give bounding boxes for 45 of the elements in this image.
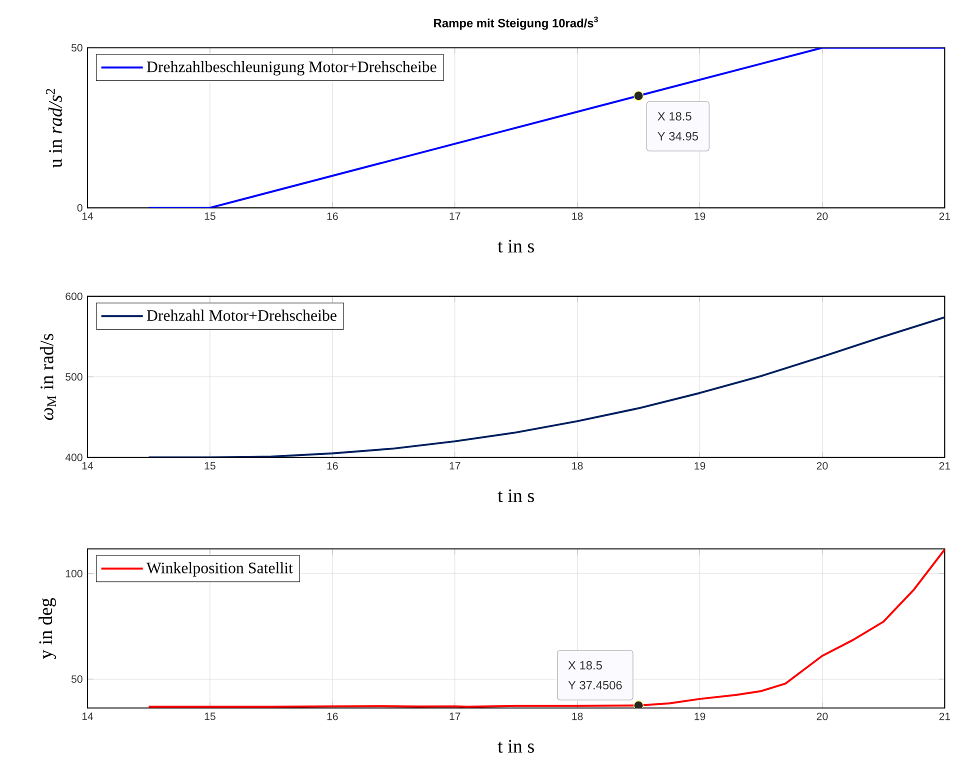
x-tick-label: 15 [204, 712, 216, 720]
y-axis-title: y in deg [38, 598, 56, 660]
annotation: X 18.5 [568, 661, 602, 670]
x-tick-label: 17 [450, 462, 460, 470]
x-tick-label: 17 [450, 212, 460, 220]
x-tick-label: 18 [572, 212, 583, 220]
x-tick-label: 16 [327, 712, 338, 720]
annotation: Y 34.95 [658, 132, 698, 141]
x-tick-label: 14 [82, 712, 94, 720]
y-tick-label: 50 [71, 44, 82, 52]
x-tick-label: 20 [816, 712, 828, 720]
y-tick-label: 0 [77, 204, 82, 212]
x-tick-label: 16 [327, 462, 338, 470]
y-tick-label: 100 [66, 570, 82, 578]
annotation: X 18.5 [658, 112, 692, 121]
x-axis-title: t in s [498, 740, 534, 753]
x-tick-label: 19 [694, 462, 706, 470]
x-tick-label: 21 [939, 462, 950, 470]
x-tick-label: 16 [327, 212, 338, 220]
legend-label: Drehzahl Motor+Drehscheibe [146, 310, 336, 322]
y-axis-title: u in rad/s$^{2}$ [46, 89, 62, 168]
x-tick-label: 19 [694, 212, 706, 220]
x-tick-label: 20 [816, 212, 828, 220]
y-tick-label: 400 [65, 454, 82, 462]
x-tick-label: 18 [572, 712, 583, 720]
x-tick-label: 15 [204, 212, 216, 220]
x-axis-title: t in s [498, 489, 534, 502]
x-tick-label: 14 [82, 212, 94, 220]
chart-title: Rampe mit Steigung 10rad/s$^{3}$ [434, 16, 598, 30]
legend-label: Winkelposition Satellit [146, 562, 293, 577]
x-axis-title: t in s [498, 240, 534, 253]
y-axis-title: ω$_{M}$ in rad/s [40, 334, 56, 420]
x-tick-label: 18 [572, 462, 583, 470]
y-tick-label: 50 [71, 676, 82, 684]
x-tick-label: 17 [450, 712, 460, 720]
legend-label: Drehzahlbeschleunigung Motor+Drehscheibe [146, 61, 436, 76]
y-tick-label: 500 [66, 373, 82, 381]
x-tick-label: 21 [939, 712, 950, 720]
x-tick-label: 20 [816, 462, 828, 470]
y-tick-label: 600 [66, 292, 82, 300]
x-tick-label: 21 [939, 212, 950, 220]
x-tick-label: 14 [82, 462, 94, 470]
annotation: Y 37.4506 [568, 681, 622, 690]
x-tick-label: 19 [694, 712, 706, 720]
x-tick-label: 15 [204, 462, 216, 470]
